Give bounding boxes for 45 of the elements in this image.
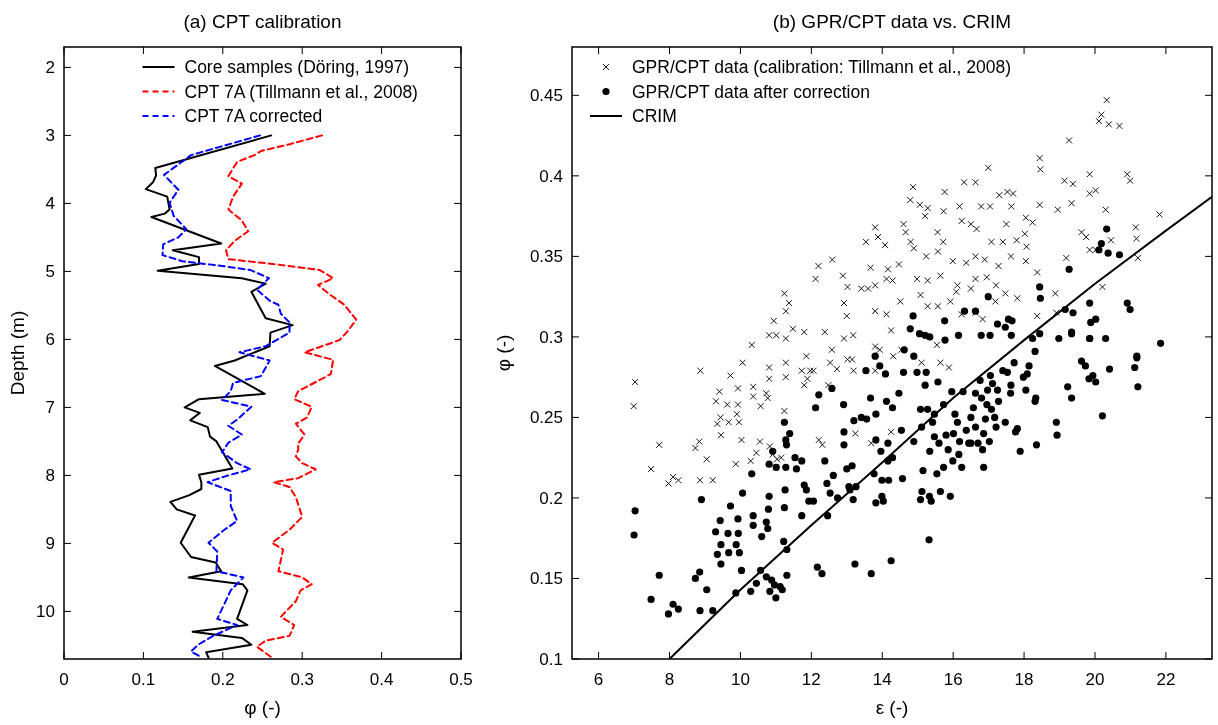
y-tick-label: 0.25 [529,408,563,428]
y-tick-label: 0.2 [539,488,563,508]
x-tick-label: 12 [801,670,821,689]
legend-label: CPT 7A (Tillmann et al., 2008) [184,81,418,102]
y-tick-label: 0.35 [529,247,563,267]
line-series [224,134,358,659]
y-tick-label: 7 [45,398,55,418]
x-tick-label: 6 [593,670,604,689]
chart-title: (b) GPR/CPT data vs. CRIM [772,11,1012,32]
y-tick-label: 0.3 [539,327,563,347]
y-tick-label: 6 [45,330,55,350]
x-tick-label: 0.1 [131,670,156,689]
legend-label: CPT 7A corrected [184,106,323,127]
y-tick-label: 0.15 [529,569,563,589]
x-tick-label: 0.5 [449,670,473,689]
y-tick-label: 3 [45,126,55,146]
legend-label: GPR/CPT data (calibration: Tillmann et al., 2008) [632,57,1012,78]
x-tick-label: 0.4 [369,670,394,689]
x-tick-label: 20 [1085,670,1105,689]
y-tick-label: 5 [45,262,55,282]
x-tick-label: 18 [1014,670,1034,689]
x-axis-title: ε (-) [875,697,909,718]
chart-title: (a) CPT calibration [183,11,342,32]
x-tick-label: 22 [1156,670,1176,689]
legend-label: CRIM [632,106,677,127]
x-tick-label: 10 [730,670,750,689]
legend-label: GPR/CPT data after correction [632,81,870,102]
legend-label: Core samples (Döring, 1997) [184,57,410,78]
x-axis-title: φ (-) [244,697,281,718]
y-axis-title: φ (-) [493,334,514,372]
y-tick-label: 0.1 [539,649,563,669]
x-tick-label: 16 [943,670,963,689]
y-tick-label: 9 [45,534,55,554]
y-tick-label: 4 [45,194,55,214]
x-tick-label: 0.3 [290,670,315,689]
x-tick-label: 8 [664,670,675,689]
y-tick-label: 0.45 [529,86,563,106]
y-tick-label: 0.4 [539,166,563,186]
y-tick-label: 10 [36,602,55,622]
x-tick-label: 0 [59,670,69,689]
y-axis-title: Depth (m) [7,310,28,396]
x-tick-label: 0.2 [210,670,235,689]
y-tick-label: 2 [45,58,55,78]
x-tick-label: 14 [872,670,892,689]
y-tick-label: 8 [45,466,55,486]
